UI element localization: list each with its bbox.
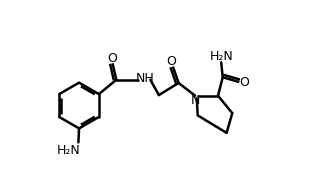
Text: H₂N: H₂N bbox=[57, 143, 80, 156]
Text: H₂N: H₂N bbox=[209, 50, 233, 63]
Text: NH: NH bbox=[135, 72, 154, 85]
Text: N: N bbox=[191, 94, 200, 107]
Text: O: O bbox=[108, 52, 118, 65]
Text: O: O bbox=[239, 76, 249, 89]
Text: O: O bbox=[166, 55, 176, 68]
